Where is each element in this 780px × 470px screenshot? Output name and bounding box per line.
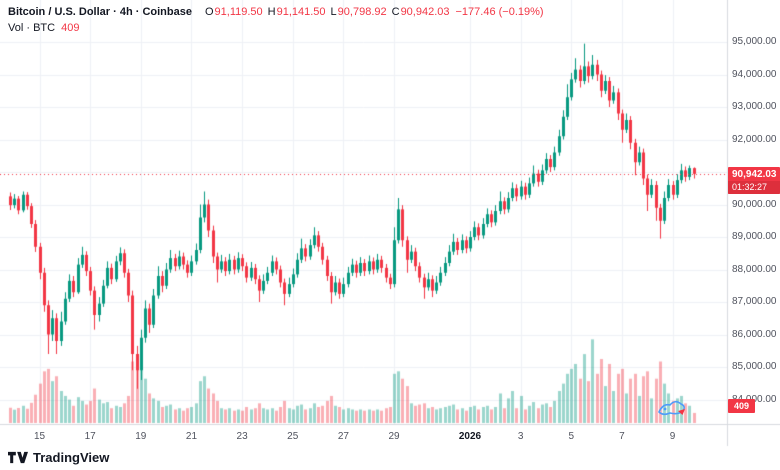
price-axis-label: 85,000.00 [732,361,777,372]
last-price-badge: 90,942.03 01:32:27 [728,166,780,194]
tradingview-logo-icon [8,451,28,464]
time-axis-label: 9 [669,431,676,442]
volume-value: 409 [61,22,80,34]
bar-countdown: 01:32:27 [728,180,780,194]
time-axis-label: 27 [337,431,349,442]
time-axis-label: 5 [568,431,575,442]
price-axis[interactable]: 95,000.0094,000.0093,000.0092,000.0091,0… [728,0,780,446]
price-axis-label: 87,000.00 [732,296,777,307]
symbol-title[interactable]: Bitcoin / U.S. Dollar · 4h · Coinbase [8,6,192,18]
time-axis-label: 19 [135,431,147,442]
time-axis-label: 7 [619,431,625,442]
last-price-value: 90,942.03 [732,168,777,180]
price-axis-label: 88,000.00 [732,263,777,275]
price-axis-label: 92,000.00 [732,133,777,145]
price-axis-label: 89,000.00 [732,231,777,242]
tradingview-logo[interactable]: TradingView [8,450,109,465]
time-axis-label: 3 [517,431,524,442]
price-axis-label: 94,000.00 [732,68,777,80]
symbol-info-row: Bitcoin / U.S. Dollar · 4h · Coinbase O91… [8,5,544,20]
open-label: O [204,6,214,18]
time-axis-label: 25 [287,431,299,442]
holiday-sticker-icon [658,400,685,416]
time-axis-label: 15 [33,431,46,442]
time-axis-label: 21 [185,431,198,442]
symbol-legend: Bitcoin / U.S. Dollar · 4h · Coinbase O91… [8,5,544,36]
price-axis-label: 86,000.00 [732,328,777,340]
time-axis[interactable]: 15 17 19 21 23 25 27 29 2026 3 5 7 9 [0,424,727,446]
high-label: H [267,6,276,18]
time-axis-label: 2026 [458,431,482,442]
tradingview-logo-text: TradingView [33,450,110,465]
price-axis-label: 95,000.00 [732,36,777,47]
time-axis-label: 23 [236,431,248,442]
volume-label: Vol · BTC [8,22,56,34]
high-value: 91,141.50 [276,6,326,18]
close-value: 90,942.03 [400,6,450,18]
price-axis-label: 90,000.00 [732,198,777,210]
low-label: L [330,6,337,18]
time-axis-label: 17 [84,431,96,442]
volume-info-row: Vol · BTC 409 [8,21,544,36]
time-axis-label: 29 [388,431,400,442]
price-axis-label: 93,000.00 [732,101,777,112]
close-label: C [391,6,400,18]
volume-axis-badge: 409 [728,398,756,413]
open-value: 91,119.50 [214,6,263,18]
low-value: 90,798.92 [337,6,387,18]
change-value: −177.46 (−0.19%) [455,6,544,18]
